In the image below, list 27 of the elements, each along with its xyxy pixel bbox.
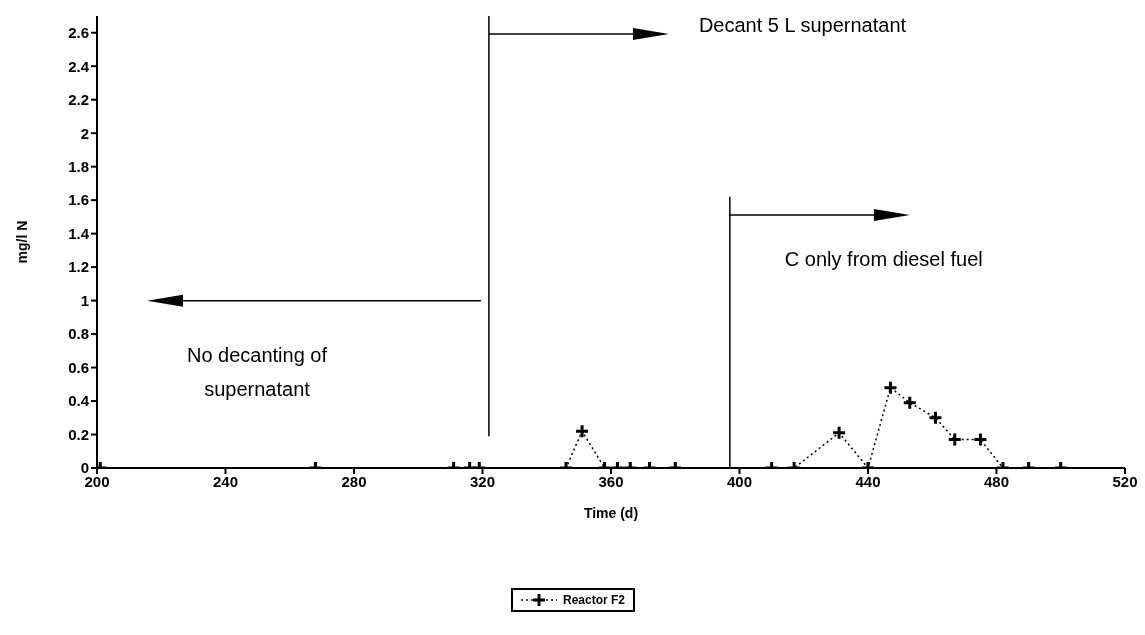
annotation: No decanting of supernatant xyxy=(185,343,329,403)
y-axis-title: mg/l N xyxy=(13,220,30,264)
y-tick-label: 1.2 xyxy=(68,258,89,276)
y-tick-label: 0.6 xyxy=(68,358,89,376)
x-tick-label: 280 xyxy=(341,472,367,490)
y-tick-label: 0.2 xyxy=(68,425,89,443)
y-tick-label: 2.4 xyxy=(68,57,90,75)
x-axis-title: Time (d) xyxy=(583,505,639,521)
y-tick-label: 2 xyxy=(80,124,89,142)
y-tick-label: 1.4 xyxy=(68,224,90,242)
annotation: Decant 5 L supernatant xyxy=(698,14,907,38)
x-tick-label: 320 xyxy=(469,472,496,490)
x-tick-label: 400 xyxy=(726,472,753,490)
x-tick-label: 440 xyxy=(855,472,881,490)
y-tick-label: 1.6 xyxy=(68,191,89,209)
y-tick-label: 0.4 xyxy=(68,392,90,410)
y-tick-label: 2.2 xyxy=(68,91,89,109)
x-tick-label: 240 xyxy=(212,472,239,490)
x-tick-label: 360 xyxy=(598,472,624,490)
y-tick-label: 2.6 xyxy=(68,24,89,42)
x-tick-label: 480 xyxy=(983,472,1010,490)
legend-label: Reactor F2 xyxy=(562,593,626,607)
x-tick-label: 520 xyxy=(1112,472,1138,490)
y-tick-label: 1.8 xyxy=(68,157,89,175)
y-tick-label: 1 xyxy=(80,291,89,309)
annotation: C only from diesel fuel xyxy=(784,248,983,272)
y-tick-label: 0.8 xyxy=(68,325,89,343)
